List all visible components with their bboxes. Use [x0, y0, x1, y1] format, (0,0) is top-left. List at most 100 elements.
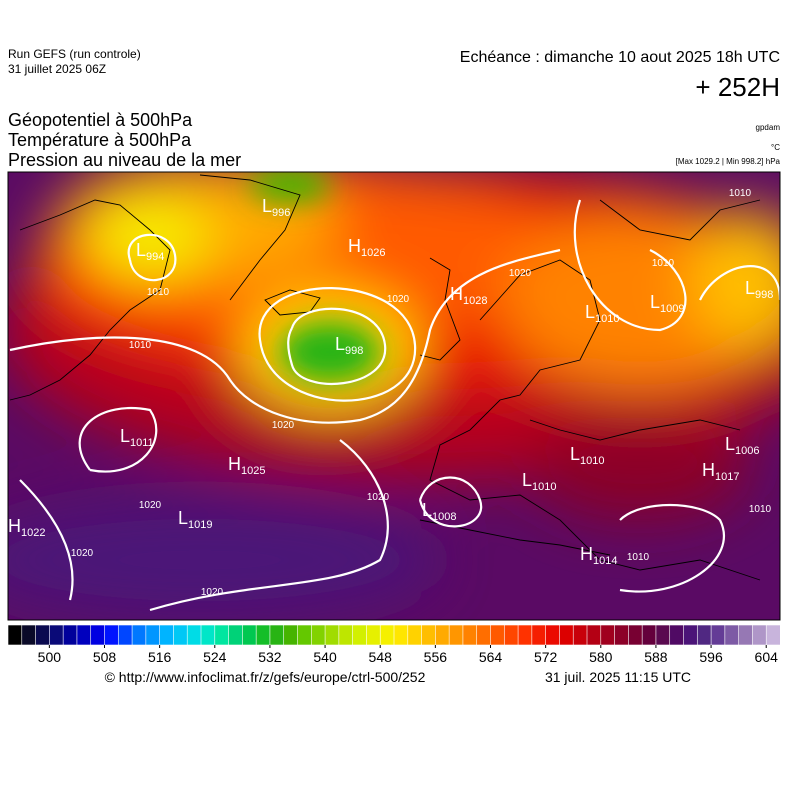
colorbar-tick-label: 604	[755, 649, 779, 665]
colorbar-cell	[228, 624, 243, 646]
colorbar-tick-label: 556	[424, 649, 448, 665]
pressure-center: H1026	[348, 236, 385, 259]
colorbar-tick-label: 532	[258, 649, 282, 665]
colorbar-cell	[476, 624, 492, 646]
center-value: 994	[146, 251, 164, 263]
colorbar-cell	[614, 624, 629, 646]
colorbar-cell	[545, 624, 561, 646]
colorbar-cell	[559, 624, 574, 646]
pressure-center: L1010	[585, 302, 620, 325]
center-type: L	[570, 444, 580, 464]
center-value: 1022	[21, 527, 45, 539]
colorbar-cell	[90, 624, 106, 646]
center-type: L	[335, 334, 345, 354]
colorbar-cell	[131, 624, 147, 646]
center-value: 1017	[715, 471, 739, 483]
pressure-center: L1011	[120, 426, 154, 449]
colorbar-tick-label: 596	[699, 649, 723, 665]
center-value: 1019	[188, 519, 212, 531]
center-type: H	[702, 460, 715, 480]
center-value: 996	[272, 207, 290, 219]
center-type: L	[650, 292, 660, 312]
colorbar-cell	[586, 624, 602, 646]
colorbar-cell	[214, 624, 230, 646]
center-value: 1006	[735, 445, 759, 457]
pressure-center: L996	[262, 196, 290, 219]
coastlines	[9, 174, 761, 581]
unit-label: gpdam	[756, 123, 781, 132]
pressure-center: H1017	[702, 460, 739, 483]
colorbar-tick-label: 524	[203, 649, 227, 665]
colorbar-cell	[310, 624, 326, 646]
cold-pools	[250, 172, 380, 382]
pressure-center: L1019	[178, 508, 213, 531]
colorbar-cell	[765, 624, 781, 646]
colorbar-cell	[531, 624, 547, 646]
field-label: Pression au niveau de la mer	[8, 150, 241, 170]
colorbar-cell	[435, 624, 450, 646]
source-url: © http://www.infoclimat.fr/z/gefs/europe…	[105, 669, 426, 685]
pressure-center: H1028	[450, 284, 487, 307]
colorbar-cell	[283, 624, 299, 646]
pressure-center: L994	[136, 240, 164, 263]
pressure-center: H1014	[580, 544, 617, 567]
isobar-label: 1010	[627, 552, 650, 563]
colorbar-cell	[173, 624, 188, 646]
temperature-field	[8, 172, 780, 620]
colorbar: 500 508 516 524 532 540 548 556 564 572 580 588 596 6…	[7, 624, 781, 665]
center-value: 1026	[361, 247, 385, 259]
center-type: L	[178, 508, 188, 528]
colorbar-cell	[159, 624, 175, 646]
colorbar-cell	[366, 624, 381, 646]
center-value: 1025	[241, 465, 265, 477]
colorbar-cell	[655, 624, 671, 646]
valid-time: Echéance : dimanche 10 aout 2025 18h UTC	[460, 49, 780, 66]
isobar-label: 1020	[71, 548, 94, 559]
colorbar-tick-label: 580	[589, 649, 613, 665]
isobar-label: 1010	[749, 504, 772, 515]
field-label: Géopotentiel à 500hPa	[8, 110, 193, 130]
colorbar-cell	[76, 624, 92, 646]
center-value: 1010	[595, 313, 619, 325]
colorbar-cell	[572, 624, 588, 646]
colorbar-cell	[255, 624, 271, 646]
center-value: 1010	[580, 455, 604, 467]
isobar-label: 1010	[129, 340, 152, 351]
run-date: 31 juillet 2025 06Z	[8, 62, 106, 76]
center-type: L	[422, 500, 432, 520]
isobar-label: 1020	[201, 587, 224, 598]
colorbar-cell	[724, 624, 740, 646]
center-type: H	[580, 544, 593, 564]
colorbar-cell	[297, 624, 312, 646]
center-type: L	[725, 434, 735, 454]
colorbar-cell	[379, 624, 395, 646]
isobar-label: 1020	[367, 492, 390, 503]
colorbar-cell	[448, 624, 464, 646]
isobar-label: 1010	[147, 287, 170, 298]
center-value: 1009	[660, 303, 684, 315]
colorbar-cell	[641, 624, 657, 646]
colorbar-cell	[338, 624, 354, 646]
center-value: 1011	[130, 437, 154, 449]
isobar-label: 1010	[652, 258, 675, 269]
colorbar-cell	[145, 624, 161, 646]
colorbar-tick-label: 540	[313, 649, 337, 665]
colorbar-cell	[200, 624, 216, 646]
center-type: L	[120, 426, 130, 446]
isobar-label: 1010	[729, 188, 752, 199]
colorbar-cell	[393, 624, 409, 646]
colorbar-cell	[421, 624, 436, 646]
map: L994L996H1026H1028L998L1010L1009L998L101…	[8, 172, 780, 620]
center-type: H	[228, 454, 241, 474]
center-value: 1028	[463, 295, 487, 307]
colorbar-tick-label: 564	[479, 649, 503, 665]
colorbar-cell	[269, 624, 285, 646]
colorbar-cell	[669, 624, 685, 646]
center-type: H	[348, 236, 361, 256]
center-type: L	[585, 302, 595, 322]
pressure-center: L1008	[422, 500, 457, 523]
field-label: Température à 500hPa	[8, 130, 192, 150]
center-value: 1010	[532, 481, 556, 493]
colorbar-cell	[503, 624, 519, 646]
